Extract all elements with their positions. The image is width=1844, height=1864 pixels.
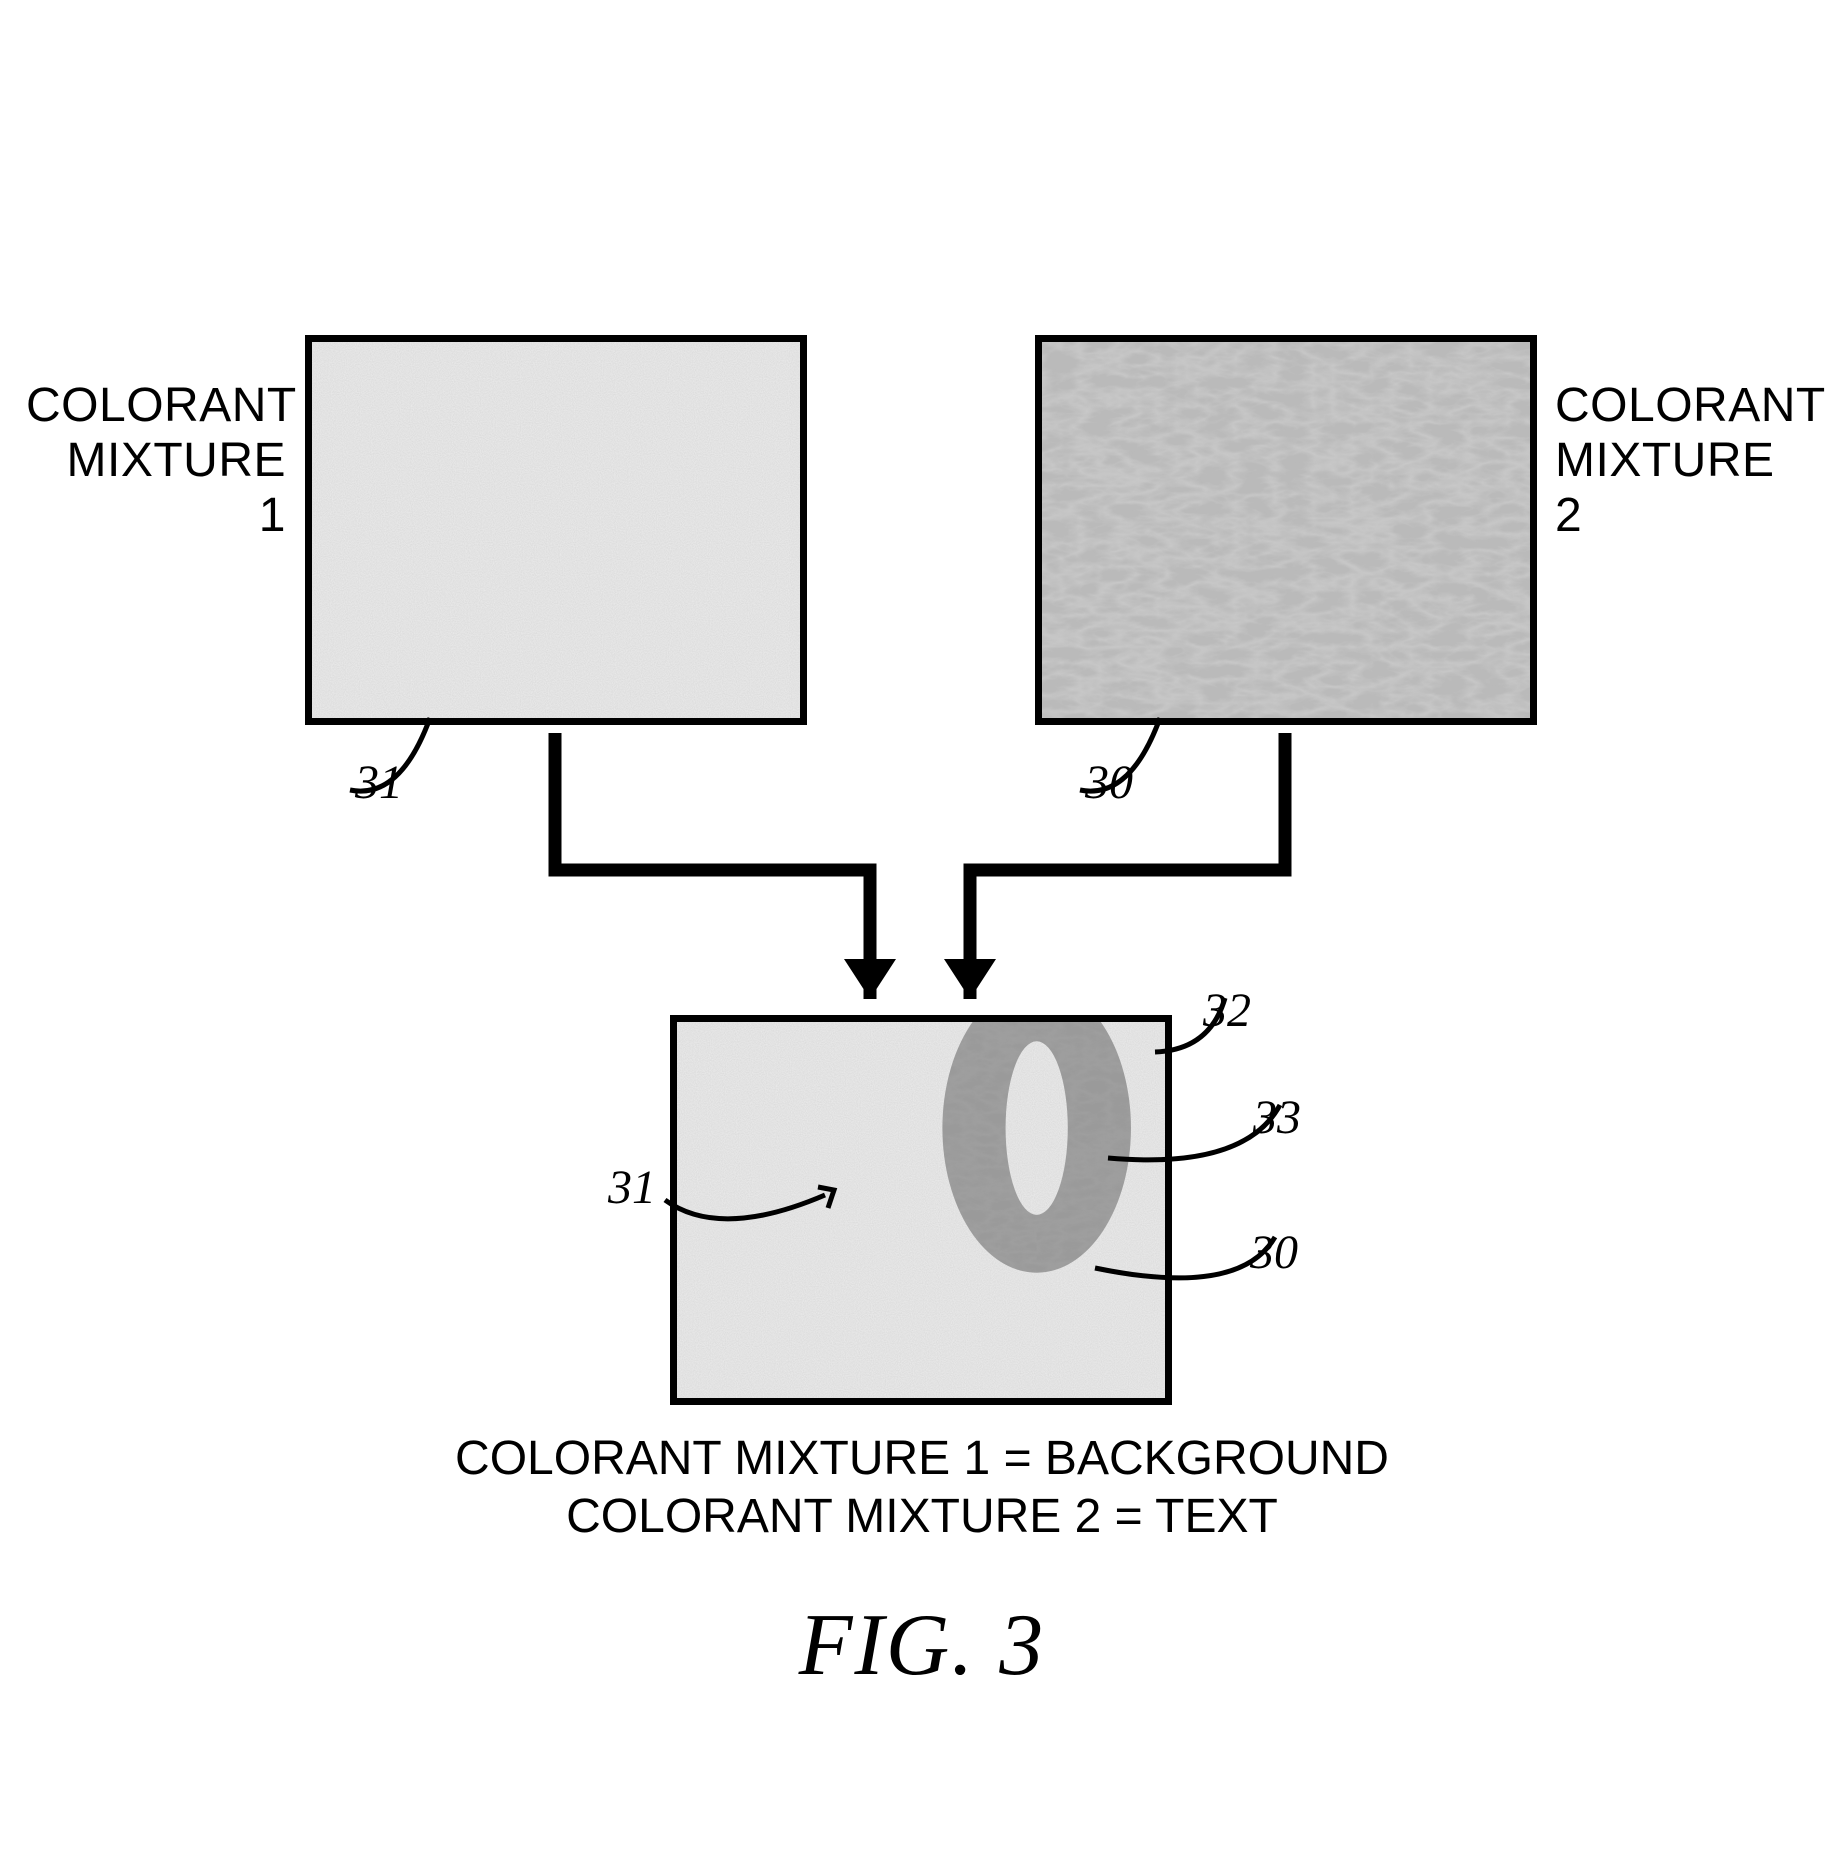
arrow-left	[555, 733, 870, 999]
label-mixture-1-line1: COLORANT	[26, 379, 297, 432]
caption: COLORANT MIXTURE 1 = BACKGROUND COLORANT…	[0, 1430, 1844, 1545]
label-mixture-2: COLORANT MIXTURE 2	[1555, 378, 1815, 544]
arrow-left-head	[844, 959, 896, 999]
overlay-svg	[0, 0, 1844, 1864]
box-mixture-1	[305, 335, 807, 725]
figure-label: FIG. 3	[0, 1595, 1844, 1696]
fill-mixture-1	[312, 342, 800, 718]
caption-line-2: COLORANT MIXTURE 2 = TEXT	[566, 1490, 1278, 1543]
ref-30-bottom: 30	[1250, 1225, 1298, 1280]
ref-32: 32	[1203, 983, 1251, 1038]
box-mixture-2	[1035, 335, 1537, 725]
fill-mixture-2	[1042, 342, 1530, 718]
ref-31-bottom: 31	[608, 1160, 656, 1215]
label-mixture-2-line1: COLORANT	[1555, 379, 1826, 432]
fill-combined-bg	[677, 1022, 1165, 1398]
label-mixture-2-line3: 2	[1555, 489, 1582, 542]
ref-31-top: 31	[355, 755, 403, 810]
box-combined	[670, 1015, 1172, 1405]
caption-line-1: COLORANT MIXTURE 1 = BACKGROUND	[455, 1432, 1389, 1485]
ref-30-top: 30	[1085, 755, 1133, 810]
label-mixture-1: COLORANT MIXTURE 1	[26, 378, 286, 544]
arrow-right-head	[944, 959, 996, 999]
ref-33: 33	[1253, 1090, 1301, 1145]
label-mixture-1-line2: MIXTURE	[67, 434, 287, 487]
label-mixture-2-line2: MIXTURE	[1555, 434, 1775, 487]
figure-canvas: COLORANT MIXTURE 1 COLORANT MIXTURE 2 31…	[0, 0, 1844, 1864]
label-mixture-1-line3: 1	[259, 489, 286, 542]
